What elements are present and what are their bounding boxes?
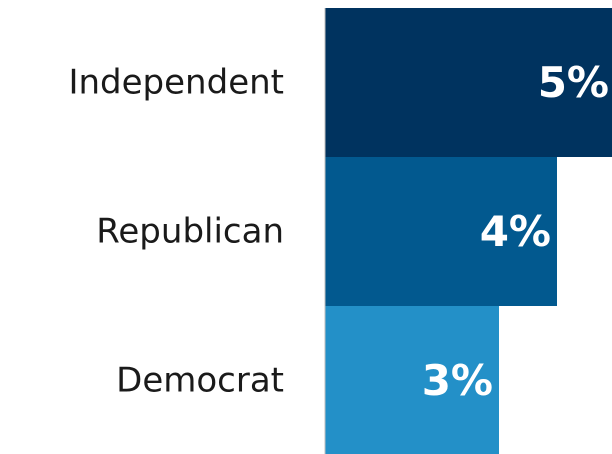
bar-independent: [325, 8, 612, 157]
category-label-republican: Republican: [96, 212, 284, 252]
bars-layer: [325, 8, 612, 454]
bar-republican: [325, 157, 557, 306]
category-label-independent: Independent: [68, 63, 284, 103]
category-label-democrat: Democrat: [116, 361, 284, 401]
labels-layer: Independent 5% Republican 4% Democrat 3%: [68, 58, 609, 405]
data-label-republican: 4%: [480, 207, 551, 256]
bar-democrat: [325, 306, 499, 454]
data-label-independent: 5%: [538, 58, 609, 107]
data-label-democrat: 3%: [422, 356, 493, 405]
